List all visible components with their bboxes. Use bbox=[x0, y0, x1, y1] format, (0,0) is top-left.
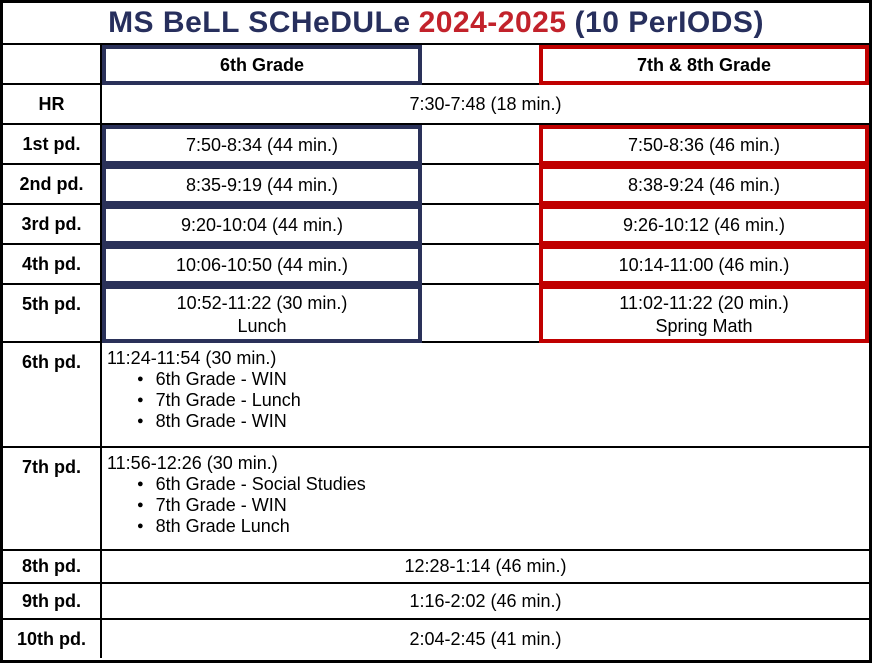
gap-cell bbox=[422, 285, 539, 343]
header-row: 6th Grade 7th & 8th Grade bbox=[3, 45, 869, 85]
gap-cell bbox=[422, 205, 539, 245]
list-item: ● 7th Grade - WIN bbox=[107, 495, 863, 516]
page-title: MS BeLL SCHeDULe 2024-2025 (10 PerIODS) bbox=[3, 3, 869, 45]
period-label: 3rd pd. bbox=[3, 205, 102, 245]
bullet-icon: ● bbox=[137, 499, 144, 511]
time-cell-7th-8th: 10:14-11:00 (46 min.) bbox=[539, 245, 869, 285]
header-7th-8th-grade: 7th & 8th Grade bbox=[539, 45, 869, 85]
time-cell-6th: 10:52-11:22 (30 min.) Lunch bbox=[102, 285, 422, 343]
list-item-text: 8th Grade - WIN bbox=[155, 411, 287, 431]
list-item: ● 6th Grade - Social Studies bbox=[107, 474, 863, 495]
row-5th-pd: 5th pd. 10:52-11:22 (30 min.) Lunch 11:0… bbox=[3, 285, 869, 343]
row-10th-pd: 10th pd. 2:04-2:45 (41 min.) bbox=[3, 620, 869, 658]
list-item-text: 7th Grade - WIN bbox=[155, 495, 287, 515]
list-item: ● 8th Grade Lunch bbox=[107, 516, 863, 537]
period-label: 1st pd. bbox=[3, 125, 102, 165]
time-cell-span: 7:30-7:48 (18 min.) bbox=[102, 85, 869, 125]
period-detail-cell: 11:56-12:26 (30 min.) ● 6th Grade - Socia… bbox=[102, 448, 869, 551]
row-7th-pd: 7th pd. 11:56-12:26 (30 min.) ● 6th Grade… bbox=[3, 448, 869, 551]
time-cell-span: 2:04-2:45 (41 min.) bbox=[409, 628, 562, 649]
time-cell-6th: 10:06-10:50 (44 min.) bbox=[102, 245, 422, 285]
title-year-part: 2024-2025 bbox=[418, 6, 567, 39]
header-empty-cell bbox=[3, 45, 102, 85]
list-item-text: 6th Grade - WIN bbox=[155, 369, 287, 389]
time-cell-7th-8th: 7:50-8:36 (46 min.) bbox=[539, 125, 869, 165]
activity-text: Spring Math bbox=[655, 316, 753, 336]
list-item-text: 6th Grade - Social Studies bbox=[155, 474, 366, 494]
row-1st-pd: 1st pd. 7:50-8:34 (44 min.) 7:50-8:36 (4… bbox=[3, 125, 869, 165]
bullet-icon: ● bbox=[137, 478, 144, 490]
period-label: 4th pd. bbox=[3, 245, 102, 285]
list-item-text: 7th Grade - Lunch bbox=[155, 390, 301, 410]
time-text: 11:02-11:22 (20 min.) bbox=[619, 293, 789, 313]
gap-cell bbox=[422, 125, 539, 165]
bullet-icon: ● bbox=[137, 415, 144, 427]
time-text: 10:52-11:22 (30 min.) bbox=[176, 293, 348, 313]
title-school-part: MS BeLL SCHeDULe bbox=[108, 6, 411, 39]
schedule-table: 6th Grade 7th & 8th Grade HR 7:30-7:48 (… bbox=[3, 45, 869, 658]
period-label: 2nd pd. bbox=[3, 165, 102, 205]
period-label: HR bbox=[3, 85, 102, 125]
bullet-icon: ● bbox=[137, 520, 144, 532]
time-cell-7th-8th: 8:38-9:24 (46 min.) bbox=[539, 165, 869, 205]
period-label: 5th pd. bbox=[3, 285, 102, 343]
period-label: 7th pd. bbox=[3, 448, 102, 551]
row-9th-pd: 9th pd. 1:16-2:02 (46 min.) bbox=[3, 584, 869, 620]
list-item: ● 6th Grade - WIN bbox=[107, 369, 863, 390]
time-cell-6th: 7:50-8:34 (44 min.) bbox=[102, 125, 422, 165]
time-text: 11:24-11:54 (30 min.) bbox=[107, 348, 277, 368]
time-text: 11:56-12:26 (30 min.) bbox=[107, 453, 278, 473]
row-2nd-pd: 2nd pd. 8:35-9:19 (44 min.) 8:38-9:24 (4… bbox=[3, 165, 869, 205]
period-detail-cell: 11:24-11:54 (30 min.) ● 6th Grade - WIN ●… bbox=[102, 343, 869, 448]
period-label: 9th pd. bbox=[3, 584, 102, 620]
title-periods-part: (10 PerIODS) bbox=[574, 6, 764, 39]
bullet-icon: ● bbox=[137, 394, 144, 406]
gap-cell bbox=[422, 165, 539, 205]
row-8th-pd: 8th pd. 12:28-1:14 (46 min.) bbox=[3, 551, 869, 584]
activity-text: Lunch bbox=[237, 316, 287, 336]
row-hr: HR 7:30-7:48 (18 min.) bbox=[3, 85, 869, 125]
time-cell-6th: 9:20-10:04 (44 min.) bbox=[102, 205, 422, 245]
time-cell-7th-8th: 11:02-11:22 (20 min.) Spring Math bbox=[539, 285, 869, 343]
header-gap-cell bbox=[422, 45, 539, 85]
time-cell-7th-8th: 9:26-10:12 (46 min.) bbox=[539, 205, 869, 245]
row-4th-pd: 4th pd. 10:06-10:50 (44 min.) 10:14-11:0… bbox=[3, 245, 869, 285]
period-label: 8th pd. bbox=[3, 551, 102, 584]
row-6th-pd: 6th pd. 11:24-11:54 (30 min.) ● 6th Grade… bbox=[3, 343, 869, 448]
time-cell-span: 1:16-2:02 (46 min.) bbox=[102, 584, 869, 620]
period-label: 10th pd. bbox=[3, 620, 102, 658]
time-cell-6th: 8:35-9:19 (44 min.) bbox=[102, 165, 422, 205]
list-item-text: 8th Grade Lunch bbox=[155, 516, 290, 536]
header-6th-grade: 6th Grade bbox=[102, 45, 422, 85]
bullet-icon: ● bbox=[137, 373, 144, 385]
period-label: 6th pd. bbox=[3, 343, 102, 448]
time-cell-span: 12:28-1:14 (46 min.) bbox=[102, 551, 869, 584]
list-item: ● 7th Grade - Lunch bbox=[107, 390, 863, 411]
list-item: ● 8th Grade - WIN bbox=[107, 411, 863, 432]
row-3rd-pd: 3rd pd. 9:20-10:04 (44 min.) 9:26-10:12 … bbox=[3, 205, 869, 245]
gap-cell bbox=[422, 245, 539, 285]
